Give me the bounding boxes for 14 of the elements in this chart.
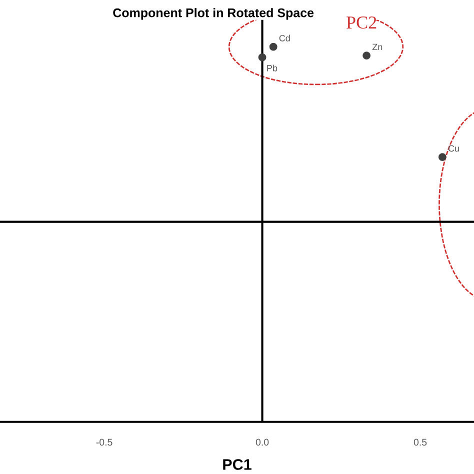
chart-title: Component Plot in Rotated Space (113, 8, 314, 20)
x-tick-label: 0.5 (414, 438, 427, 446)
point (258, 53, 266, 62)
annotation: Cd (279, 34, 290, 42)
text: PC2 (346, 16, 376, 29)
point (362, 52, 371, 60)
annotation: Zn (372, 44, 382, 50)
x-tick-label: 0.0 (256, 438, 269, 446)
annotation: Pb (267, 64, 278, 72)
point (438, 153, 446, 162)
point (269, 42, 278, 51)
x-tick-label: -0.5 (96, 438, 112, 446)
annotation: Cu (448, 145, 459, 152)
x-axis-title: PC1 (223, 459, 252, 470)
